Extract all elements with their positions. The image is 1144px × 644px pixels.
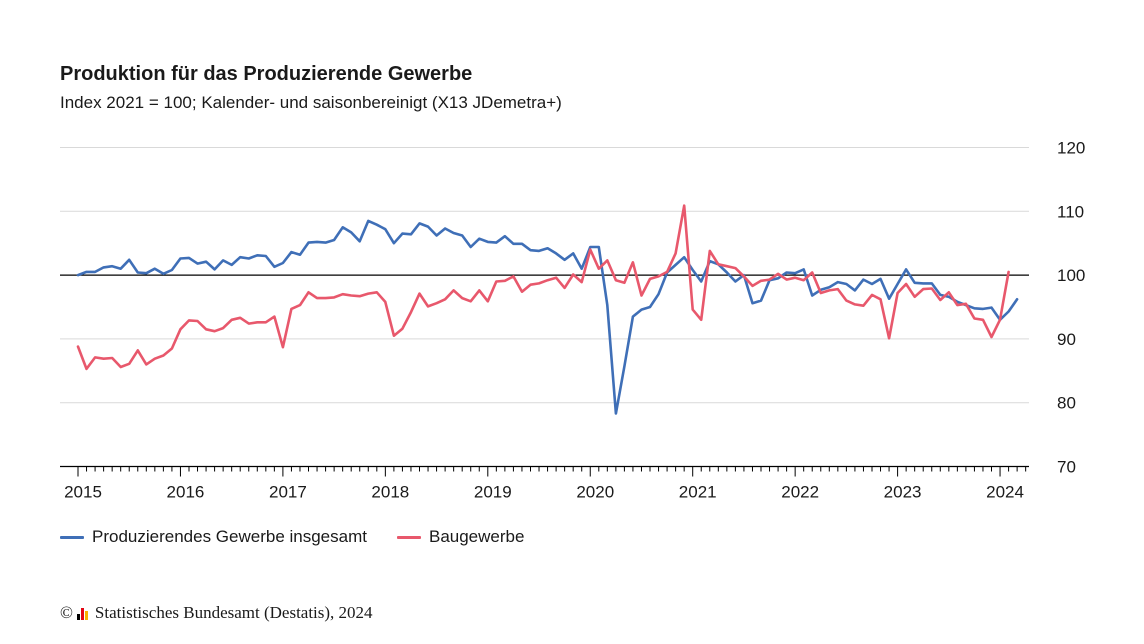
y-tick-label: 120 xyxy=(1057,139,1085,158)
legend-label: Baugewerbe xyxy=(428,527,525,546)
x-tick-label: 2024 xyxy=(986,483,1024,502)
legend: Produzierendes Gewerbe insgesamt Baugewe… xyxy=(60,527,554,547)
x-tick-label: 2021 xyxy=(679,483,717,502)
legend-item-baugewerbe: Baugewerbe xyxy=(396,527,525,547)
y-tick-label: 90 xyxy=(1057,330,1076,349)
legend-item-produzierendes-gewerbe: Produzierendes Gewerbe insgesamt xyxy=(60,527,367,547)
legend-swatch-blue xyxy=(60,535,84,539)
y-tick-label: 100 xyxy=(1057,266,1085,285)
x-tick-label: 2023 xyxy=(884,483,922,502)
y-tick-label: 110 xyxy=(1057,202,1084,221)
x-tick-label: 2017 xyxy=(269,483,307,502)
chart-subtitle: Index 2021 = 100; Kalender- und saisonbe… xyxy=(60,93,562,112)
x-tick-label: 2015 xyxy=(64,483,102,502)
legend-label: Produzierendes Gewerbe insgesamt xyxy=(92,527,367,546)
line-chart: 70 80 90 100 110 120 2015 2016 2017 2018 2019 2020 2… xyxy=(60,139,1085,502)
copyright-symbol: © xyxy=(60,603,73,622)
footer-source: Statistisches Bundesamt (Destatis), 2024 xyxy=(94,603,373,622)
y-tick-label: 80 xyxy=(1057,394,1076,413)
legend-swatch-red xyxy=(396,535,421,539)
x-tick-label: 2016 xyxy=(167,483,205,502)
series-line-produzierendes-gewerbe xyxy=(76,219,1019,415)
series-line-baugewerbe xyxy=(76,204,1010,371)
x-tick-label: 2019 xyxy=(474,483,512,502)
y-tick-label: 70 xyxy=(1057,458,1076,477)
x-tick-label: 2018 xyxy=(371,483,409,502)
footer: © Statistisches Bundesamt (Destatis), 20… xyxy=(60,603,373,623)
x-tick-label: 2022 xyxy=(781,483,819,502)
chart-title: Produktion für das Produzierende Gewerbe xyxy=(60,63,473,85)
destatis-logo-icon xyxy=(76,606,89,620)
x-tick-label: 2020 xyxy=(576,483,614,502)
